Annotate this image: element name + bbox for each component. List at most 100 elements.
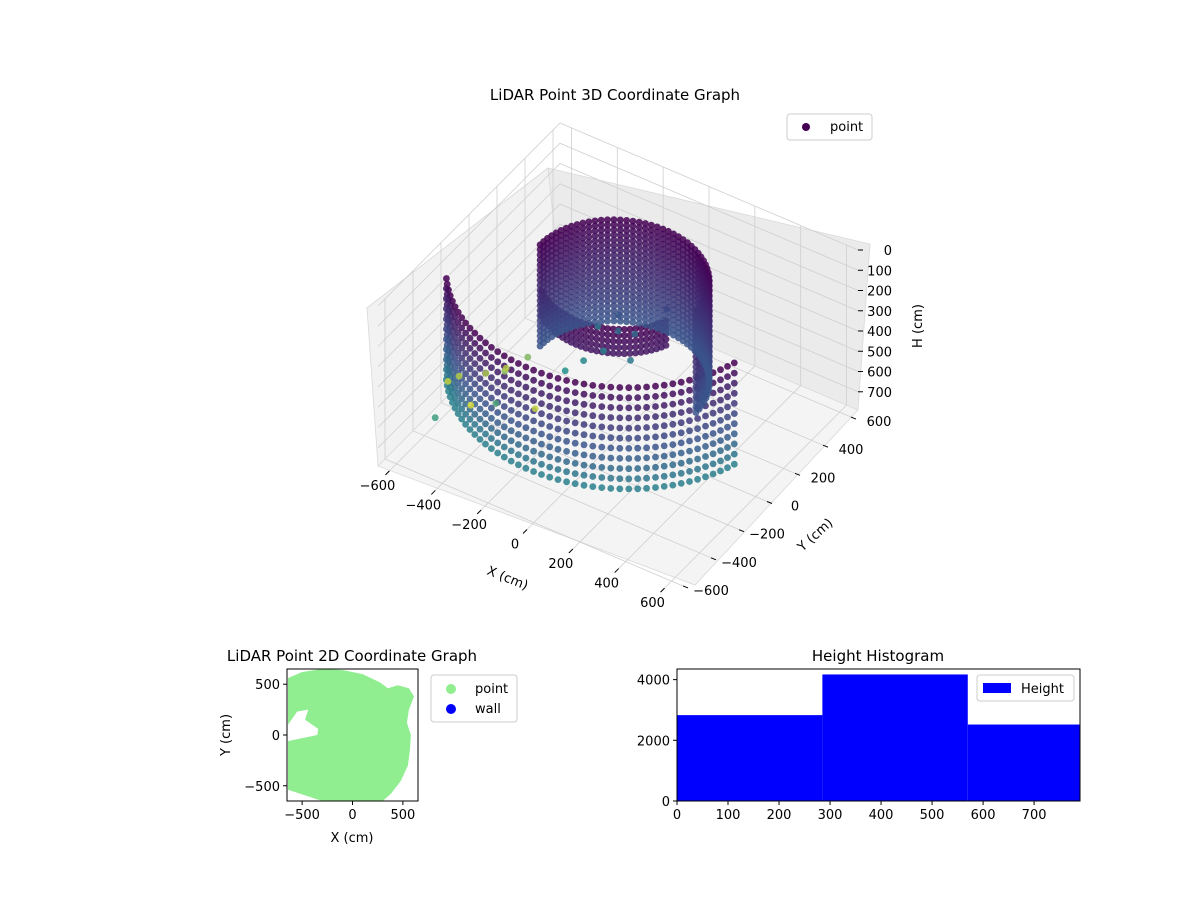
- data-point: [610, 261, 618, 269]
- y-tick-label: −500: [244, 780, 280, 795]
- gridline-h: [377, 163, 859, 347]
- data-point: [458, 415, 466, 423]
- data-point: [623, 282, 630, 290]
- data-point: [629, 253, 637, 260]
- data-point: [494, 368, 502, 376]
- data-point: [573, 276, 581, 284]
- data-point: [629, 268, 637, 276]
- chart-3d-points: [431, 216, 738, 493]
- data-point: [660, 412, 668, 419]
- data-point: [562, 280, 570, 288]
- data-point: [669, 410, 677, 418]
- data-point: [443, 295, 450, 303]
- data-point: [462, 360, 469, 367]
- data-point: [730, 400, 738, 407]
- data-point: [557, 328, 565, 336]
- data-point: [538, 369, 545, 377]
- data-point: [664, 243, 672, 250]
- data-point: [580, 421, 588, 428]
- data-point: [538, 379, 545, 387]
- data-point: [466, 426, 474, 433]
- data-point: [476, 334, 484, 342]
- data-point: [635, 228, 643, 236]
- data-point: [709, 440, 717, 447]
- data-point: [607, 393, 615, 401]
- data-point: [494, 378, 502, 386]
- data-point: [598, 474, 606, 481]
- data-point: [616, 394, 624, 402]
- data-point: [625, 404, 633, 412]
- data-point: [648, 340, 655, 348]
- data-point: [604, 236, 611, 244]
- gridline-floor-x: [664, 404, 847, 589]
- data-point: [488, 425, 495, 432]
- data-point: [648, 346, 655, 354]
- data-point: [694, 475, 701, 483]
- data-point: [585, 309, 593, 317]
- data-point: [530, 387, 537, 394]
- legend-marker-point: [802, 123, 810, 131]
- data-point: [635, 264, 643, 272]
- data-point: [629, 263, 637, 271]
- data-point: [482, 440, 489, 448]
- data-point: [717, 396, 724, 404]
- data-point: [623, 293, 630, 300]
- data-point: [462, 410, 469, 418]
- data-point: [568, 298, 575, 306]
- data-point: [488, 374, 495, 382]
- data-point: [616, 444, 624, 452]
- data-point: [522, 424, 530, 432]
- data-point: [641, 230, 649, 238]
- data-point: [623, 242, 630, 250]
- data-point: [604, 256, 611, 264]
- data-point: [554, 395, 562, 402]
- data-point: [629, 227, 637, 235]
- data-point: [659, 235, 667, 243]
- data-point: [641, 306, 649, 313]
- data-point: [579, 300, 587, 308]
- data-point: [580, 400, 588, 408]
- data-point: [660, 432, 668, 440]
- data-point: [730, 420, 738, 428]
- data-point: [607, 464, 615, 472]
- data-point: [562, 250, 570, 257]
- data-point: [717, 366, 724, 374]
- data-point: [573, 246, 581, 254]
- y-tick: [738, 529, 745, 533]
- data-point: [643, 403, 650, 411]
- data-point: [597, 318, 605, 325]
- data-point: [647, 282, 655, 290]
- x-axis-3d-label: X (cm): [485, 564, 530, 594]
- data-point: [648, 334, 655, 342]
- data-point: [669, 400, 677, 408]
- data-point: [724, 444, 731, 451]
- data-point: [562, 285, 570, 293]
- data-point: [557, 308, 565, 315]
- data-point: [494, 439, 502, 447]
- data-point: [730, 410, 738, 417]
- data-point: [563, 478, 570, 486]
- data-point: [677, 388, 685, 396]
- data-point: [604, 267, 611, 274]
- x-tick: [476, 509, 482, 515]
- data-point: [482, 359, 489, 367]
- data-point: [554, 456, 562, 463]
- data-point: [589, 473, 597, 480]
- data-point: [597, 272, 605, 280]
- data-point: [522, 363, 530, 371]
- data-point: [609, 350, 617, 357]
- data-point: [659, 306, 667, 314]
- y-tick-label: 0: [662, 795, 670, 810]
- data-point: [507, 356, 515, 364]
- data-point: [635, 289, 643, 297]
- data-point: [522, 383, 530, 391]
- data-point: [641, 280, 649, 288]
- x-tick-label: −400: [405, 498, 441, 513]
- data-point: [702, 463, 709, 470]
- data-point: [670, 271, 677, 278]
- data-point: [625, 445, 633, 452]
- data-point: [609, 331, 617, 339]
- data-point: [604, 221, 611, 229]
- data-point: [664, 278, 672, 286]
- data-point: [686, 417, 693, 425]
